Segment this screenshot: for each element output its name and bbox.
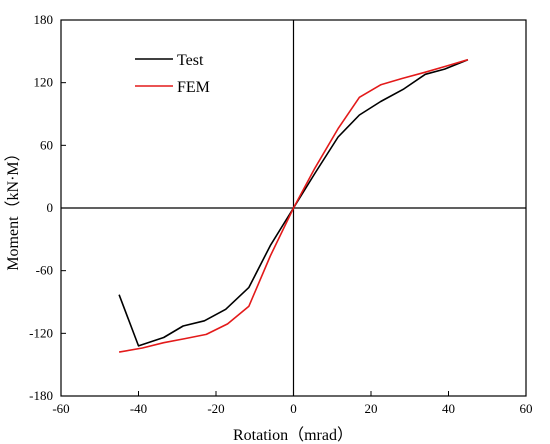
y-tick-label: 0 <box>47 200 54 215</box>
x-tick-label: -60 <box>52 401 69 416</box>
y-tick-label: 60 <box>40 137 53 152</box>
series-layer <box>118 58 469 353</box>
legend-label-fem: FEM <box>177 79 210 96</box>
y-axis-title: Moment（kN·M） <box>4 145 22 270</box>
x-tick-label: 60 <box>520 401 533 416</box>
x-ticks: -60 -40 -20 0 20 40 60 <box>52 391 533 416</box>
x-tick-label: -20 <box>207 401 224 416</box>
y-tick-label: -180 <box>29 388 53 403</box>
x-axis-title: Rotation（mrad） <box>233 426 353 444</box>
series-line-fem <box>118 58 469 353</box>
x-tick-label: 40 <box>442 401 455 416</box>
legend-label-test: Test <box>177 52 204 69</box>
x-tick-label: 20 <box>365 401 378 416</box>
y-ticks: -180 -120 -60 0 60 120 180 <box>29 12 66 403</box>
y-tick-label: -120 <box>29 325 53 340</box>
x-tick-label: -40 <box>130 401 147 416</box>
legend: Test FEM <box>135 52 210 96</box>
x-tick-label: 0 <box>290 401 297 416</box>
y-tick-label: 180 <box>34 12 54 27</box>
y-tick-label: 120 <box>34 75 54 90</box>
y-tick-label: -60 <box>36 263 53 278</box>
